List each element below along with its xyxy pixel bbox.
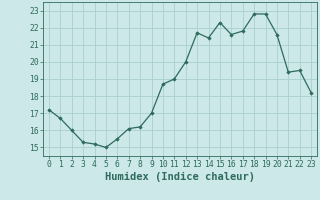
X-axis label: Humidex (Indice chaleur): Humidex (Indice chaleur) <box>105 172 255 182</box>
